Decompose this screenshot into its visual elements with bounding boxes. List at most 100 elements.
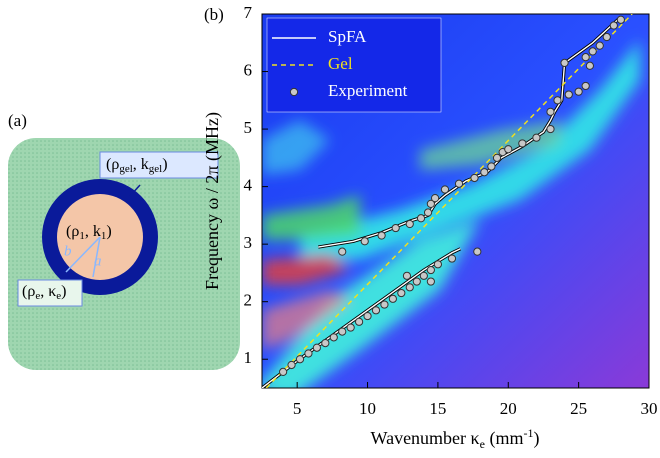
t: ) xyxy=(106,223,111,240)
data-point xyxy=(346,323,355,332)
x-tick-label: 20 xyxy=(500,399,517,418)
data-point xyxy=(480,168,489,177)
data-point xyxy=(329,333,338,342)
radius-a xyxy=(92,236,101,278)
core-label: (ρ1, k1) xyxy=(66,223,112,242)
data-point xyxy=(426,277,435,286)
x-tick-label: 10 xyxy=(359,399,376,418)
data-point xyxy=(595,41,604,50)
y-tick-label: 3 xyxy=(244,233,253,252)
x-tick-label: 5 xyxy=(293,399,302,418)
data-point xyxy=(588,47,597,56)
radius-b xyxy=(65,236,101,273)
y-tick-label: 7 xyxy=(244,3,253,22)
data-point xyxy=(355,317,364,326)
data-point xyxy=(609,21,618,30)
data-point xyxy=(371,306,381,315)
legend-marker xyxy=(289,87,299,97)
data-point xyxy=(287,360,296,370)
data-point xyxy=(585,61,594,70)
data-point xyxy=(416,214,426,223)
y-tick-label: 2 xyxy=(244,291,253,310)
t: , κ xyxy=(40,283,56,300)
y-axis-label: Frequency ω / 2π (MHz) xyxy=(202,112,223,290)
data-point xyxy=(546,107,555,116)
data-point xyxy=(433,260,443,269)
data-point xyxy=(454,179,464,188)
data-point xyxy=(574,87,583,96)
t: 1 xyxy=(101,230,107,242)
legend-label: Experiment xyxy=(328,81,408,100)
data-point xyxy=(487,162,496,171)
plot-frame xyxy=(261,13,650,389)
legend-label: SpFA xyxy=(328,27,367,46)
t: (ρ xyxy=(22,283,35,300)
t: (mm xyxy=(485,428,524,449)
t: (ρ xyxy=(106,156,119,173)
data-point xyxy=(360,237,369,246)
plot xyxy=(262,14,633,388)
x-tick-label: 25 xyxy=(570,399,587,418)
data-point xyxy=(518,139,527,148)
t: gel xyxy=(119,163,132,175)
data-point xyxy=(426,199,435,208)
gel-label-box xyxy=(99,151,219,179)
data-point xyxy=(304,349,313,358)
data-point xyxy=(391,223,400,233)
panel-label: (b) xyxy=(204,5,224,24)
data-point xyxy=(546,124,555,134)
data-point xyxy=(388,294,397,303)
t: (ρ xyxy=(66,223,79,240)
data-point xyxy=(423,208,433,217)
panel-label: (a) xyxy=(8,111,27,130)
data-point xyxy=(405,283,414,292)
data-point xyxy=(426,265,435,275)
t: , k xyxy=(85,223,101,240)
data-point xyxy=(338,247,347,256)
data-point xyxy=(504,145,513,154)
gel-label: (ρgel, kgel) xyxy=(106,156,168,175)
t: e xyxy=(35,290,40,302)
data-point xyxy=(312,343,321,352)
x-tick-label: 30 xyxy=(641,399,658,418)
t: e xyxy=(56,290,61,302)
t: -1 xyxy=(523,426,533,440)
t: , k xyxy=(133,156,149,173)
y-tick-label: 4 xyxy=(244,176,253,195)
legend-label: Gel xyxy=(328,54,353,73)
data-point xyxy=(279,367,288,376)
data-point xyxy=(532,133,541,142)
t: Wavenumber κ xyxy=(371,428,480,448)
data-point xyxy=(581,81,590,91)
t: ) xyxy=(61,283,66,300)
data-point xyxy=(470,173,479,183)
x-tick-label: 15 xyxy=(429,399,446,418)
data-point xyxy=(380,300,389,309)
data-point xyxy=(405,219,414,229)
data-point xyxy=(430,194,440,203)
y-tick-label: 1 xyxy=(244,348,253,367)
series-line xyxy=(265,14,633,388)
medium-label: (ρe, κe) xyxy=(22,283,66,302)
data-point xyxy=(377,231,386,240)
legend xyxy=(266,17,442,113)
data-point xyxy=(419,271,428,280)
t: 1 xyxy=(79,230,85,242)
data-point xyxy=(492,153,502,162)
data-point xyxy=(412,277,421,286)
data-point xyxy=(473,247,482,256)
data-point xyxy=(321,339,330,348)
data-point xyxy=(295,355,305,364)
t: e xyxy=(480,437,485,451)
data-point xyxy=(447,254,457,263)
t: gel xyxy=(149,163,162,175)
pointer xyxy=(129,184,141,197)
y-tick-label: 5 xyxy=(244,118,253,137)
t: ) xyxy=(533,428,539,449)
data-point xyxy=(397,288,406,298)
a-label: a xyxy=(94,253,102,269)
data-point xyxy=(560,58,569,68)
y-tick-label: 6 xyxy=(244,60,253,79)
